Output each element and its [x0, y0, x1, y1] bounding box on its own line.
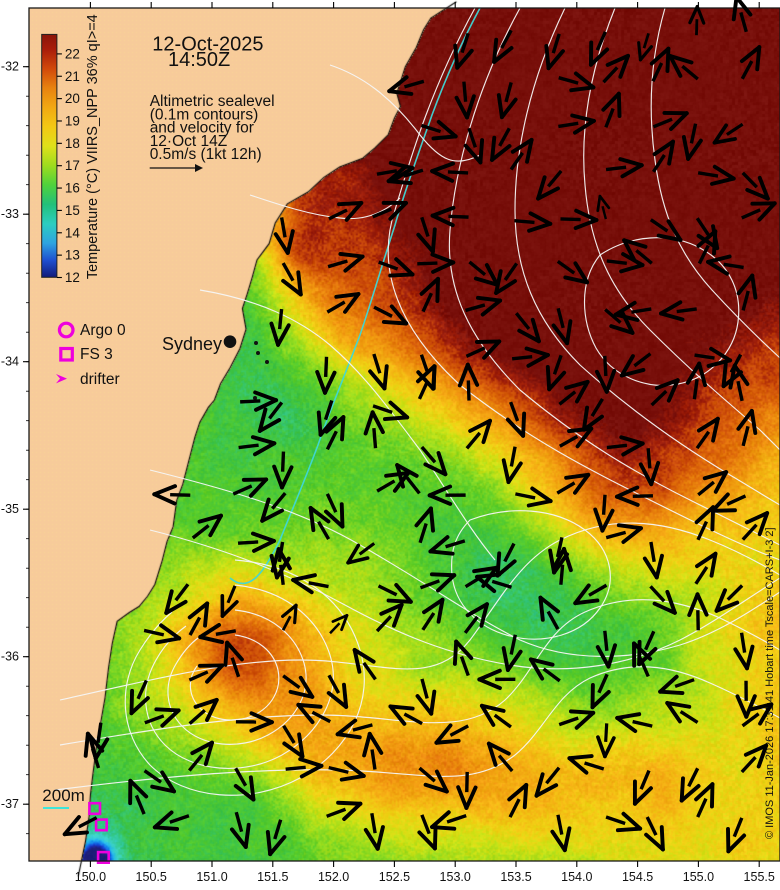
- svg-text:drifter: drifter: [80, 371, 120, 388]
- svg-text:154.0: 154.0: [561, 870, 592, 884]
- svg-text:-35: -35: [1, 502, 19, 516]
- svg-text:150.5: 150.5: [136, 870, 167, 884]
- svg-text:14: 14: [65, 225, 81, 240]
- svg-text:15: 15: [65, 203, 80, 218]
- svg-text:152.0: 152.0: [318, 870, 349, 884]
- svg-text:152.5: 152.5: [379, 870, 410, 884]
- svg-text:© IMOS 11-Jan-2026 17:31:41 Ho: © IMOS 11-Jan-2026 17:31:41 Hobart time …: [764, 527, 776, 839]
- svg-text:20: 20: [65, 91, 80, 106]
- svg-text:-34: -34: [1, 355, 19, 369]
- svg-text:Argo 0: Argo 0: [80, 322, 126, 339]
- svg-text:150.0: 150.0: [75, 870, 106, 884]
- svg-text:16: 16: [65, 181, 80, 196]
- svg-text:151.0: 151.0: [196, 870, 227, 884]
- svg-text:17: 17: [65, 158, 80, 173]
- svg-text:19: 19: [65, 113, 80, 128]
- svg-text:12: 12: [65, 270, 80, 285]
- svg-text:-37: -37: [1, 797, 19, 811]
- svg-text:0.5m/s (1kt 12h): 0.5m/s (1kt 12h): [150, 146, 262, 163]
- svg-text:13: 13: [65, 248, 80, 263]
- svg-text:22: 22: [65, 46, 80, 61]
- svg-text:153.5: 153.5: [500, 870, 531, 884]
- svg-text:151.5: 151.5: [257, 870, 288, 884]
- svg-text:18: 18: [65, 136, 80, 151]
- svg-text:-33: -33: [1, 207, 19, 221]
- svg-text:155.0: 155.0: [683, 870, 714, 884]
- svg-text:14:50Z: 14:50Z: [168, 49, 230, 71]
- svg-text:200m: 200m: [42, 786, 85, 805]
- svg-text:-36: -36: [1, 650, 19, 664]
- svg-text:154.5: 154.5: [622, 870, 653, 884]
- svg-text:153.0: 153.0: [440, 870, 471, 884]
- svg-text:Temperature (°C) VIIRS_NPP 36%: Temperature (°C) VIIRS_NPP 36% qI>=4: [85, 14, 101, 279]
- svg-text:-32: -32: [1, 60, 19, 74]
- svg-text:21: 21: [65, 69, 80, 84]
- svg-text:155.5: 155.5: [744, 870, 775, 884]
- svg-text:FS 3: FS 3: [80, 346, 113, 363]
- svg-text:Sydney: Sydney: [162, 334, 222, 354]
